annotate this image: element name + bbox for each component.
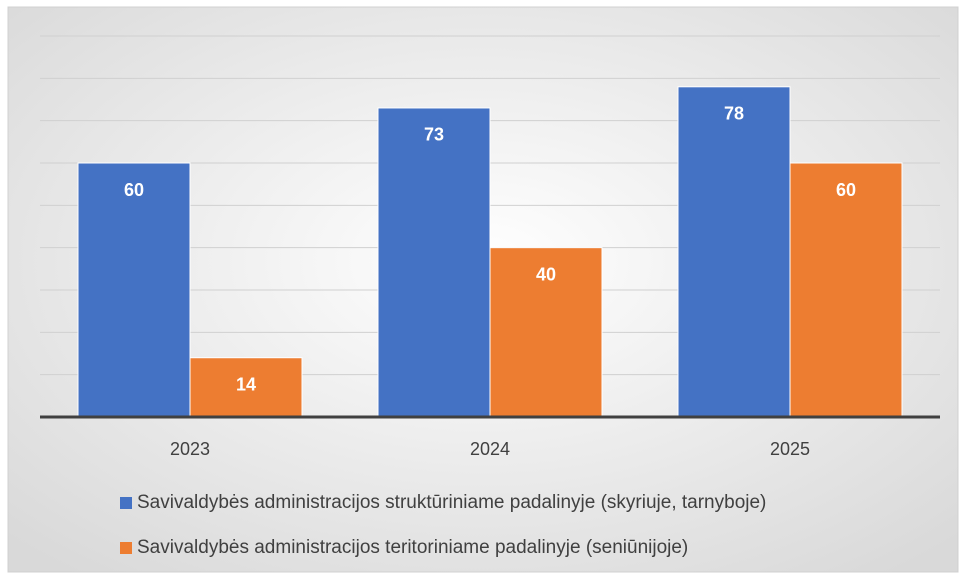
legend-swatch — [120, 497, 132, 509]
bar — [377, 107, 491, 418]
data-label: 73 — [424, 125, 444, 145]
bar — [789, 162, 903, 418]
bar — [189, 357, 303, 418]
data-label: 78 — [724, 104, 744, 124]
data-label: 60 — [836, 180, 856, 200]
x-tick-label: 2025 — [770, 439, 810, 459]
data-label: 14 — [236, 374, 256, 394]
data-label: 60 — [124, 180, 144, 200]
legend-label: Savivaldybės administracijos struktūrini… — [137, 492, 766, 513]
x-tick-label: 2024 — [470, 439, 510, 459]
bar — [677, 86, 791, 418]
data-label: 40 — [536, 264, 556, 284]
legend-label: Savivaldybės administracijos teritorinia… — [137, 537, 688, 558]
x-tick-label: 2023 — [170, 439, 210, 459]
bar — [77, 162, 191, 418]
legend-swatch — [120, 542, 132, 554]
